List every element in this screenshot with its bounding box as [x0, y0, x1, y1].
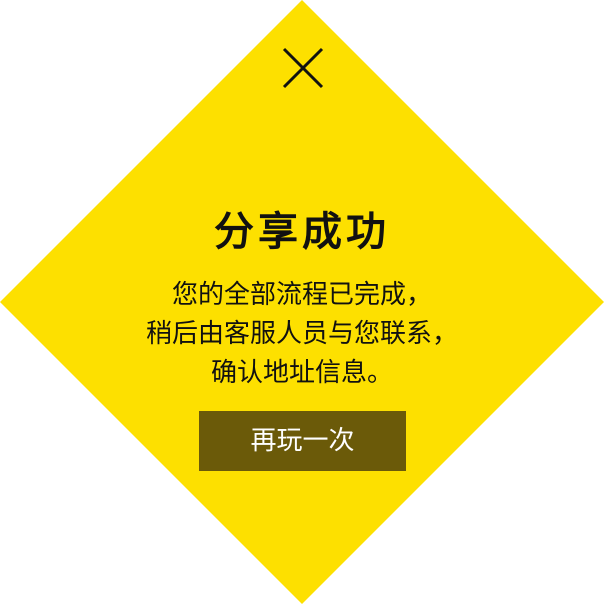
dialog-title: 分享成功 — [214, 209, 390, 255]
close-button[interactable] — [281, 46, 325, 90]
play-again-button[interactable]: 再玩一次 — [199, 411, 406, 471]
close-x-icon — [282, 47, 324, 89]
dialog-message: 您的全部流程已完成， 稍后由客服人员与您联系， 确认地址信息。 — [0, 276, 604, 393]
message-line-1: 您的全部流程已完成， — [171, 280, 432, 310]
message-line-2: 稍后由客服人员与您联系， — [145, 319, 458, 349]
message-line-3: 确认地址信息。 — [210, 358, 393, 388]
